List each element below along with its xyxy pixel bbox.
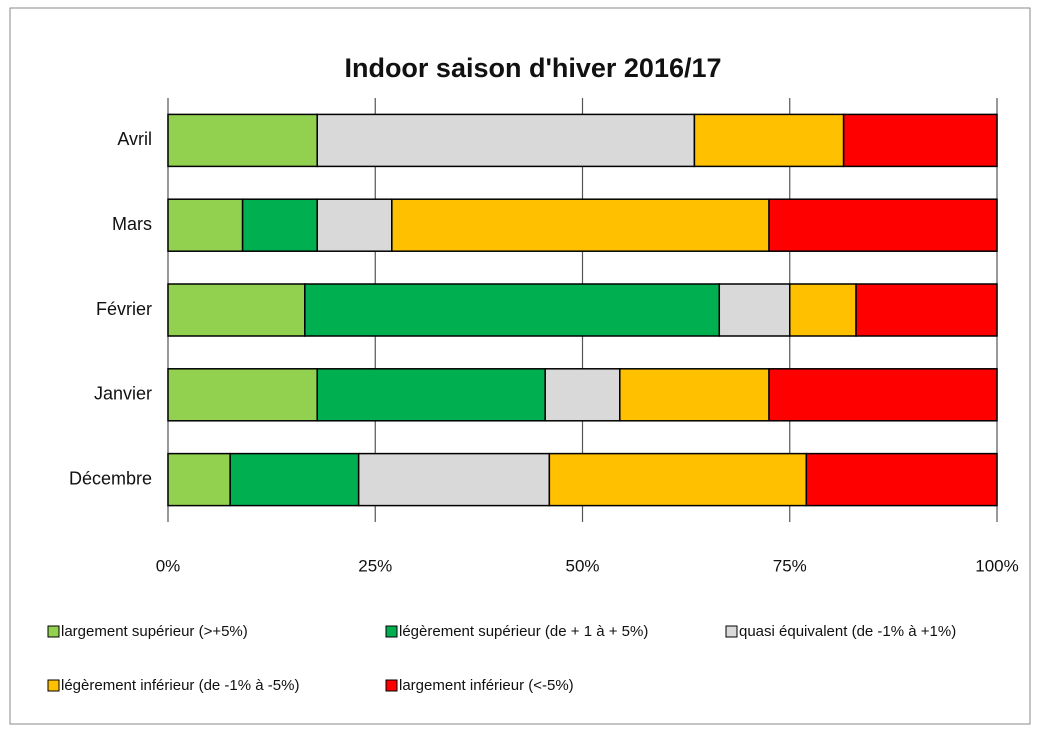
legend-swatch bbox=[385, 679, 398, 692]
bar-segment bbox=[768, 198, 998, 252]
bar-segment bbox=[167, 113, 318, 168]
legend-label: quasi équivalent (de -1% à +1%) bbox=[739, 623, 956, 640]
legend-swatch bbox=[385, 625, 398, 638]
bar-segment bbox=[619, 368, 770, 422]
legend-label: légèrement supérieur (de + 1 à + 5%) bbox=[399, 623, 648, 640]
y-tick-label: Janvier bbox=[94, 384, 152, 404]
bar-segment bbox=[167, 198, 244, 252]
bar-segment bbox=[316, 113, 696, 168]
x-tick-label: 100% bbox=[975, 556, 1018, 575]
y-tick-label: Avril bbox=[117, 129, 152, 149]
bar-segment bbox=[167, 368, 318, 422]
legend-swatch bbox=[47, 625, 60, 638]
bar-segment bbox=[304, 283, 721, 337]
legend-swatch bbox=[47, 679, 60, 692]
bar-segment bbox=[718, 283, 791, 337]
bar-segment bbox=[316, 368, 546, 422]
chart-title: Indoor saison d'hiver 2016/17 bbox=[344, 53, 721, 83]
legend-label: légèrement inférieur (de -1% à -5%) bbox=[61, 677, 299, 694]
x-tick-label: 75% bbox=[773, 556, 807, 575]
y-tick-label: Février bbox=[96, 299, 152, 319]
bar-segment bbox=[768, 368, 998, 422]
bar-segment bbox=[167, 452, 231, 507]
x-tick-label: 50% bbox=[565, 556, 599, 575]
bar-segment bbox=[241, 198, 318, 252]
bar-segment bbox=[229, 452, 360, 507]
legend-label: largement inférieur (<-5%) bbox=[399, 677, 574, 694]
bar-segment bbox=[544, 368, 621, 422]
bar-segment bbox=[391, 198, 770, 252]
legend-swatch bbox=[725, 625, 738, 638]
bar-segment bbox=[548, 452, 808, 507]
bar-segment bbox=[693, 113, 845, 168]
legend-label: largement supérieur (>+5%) bbox=[61, 623, 248, 640]
bar-segment bbox=[357, 452, 551, 507]
y-tick-label: Mars bbox=[112, 214, 152, 234]
bar-segment bbox=[805, 452, 998, 507]
frame bbox=[9, 7, 1031, 725]
x-tick-label: 25% bbox=[358, 556, 392, 575]
bar-segment bbox=[167, 283, 306, 337]
bar-segment bbox=[789, 283, 857, 337]
bar-segment bbox=[316, 198, 393, 252]
bar-segment bbox=[855, 283, 998, 337]
x-tick-label: 0% bbox=[156, 556, 181, 575]
bar-segment bbox=[842, 113, 998, 168]
y-tick-label: Décembre bbox=[69, 468, 152, 488]
